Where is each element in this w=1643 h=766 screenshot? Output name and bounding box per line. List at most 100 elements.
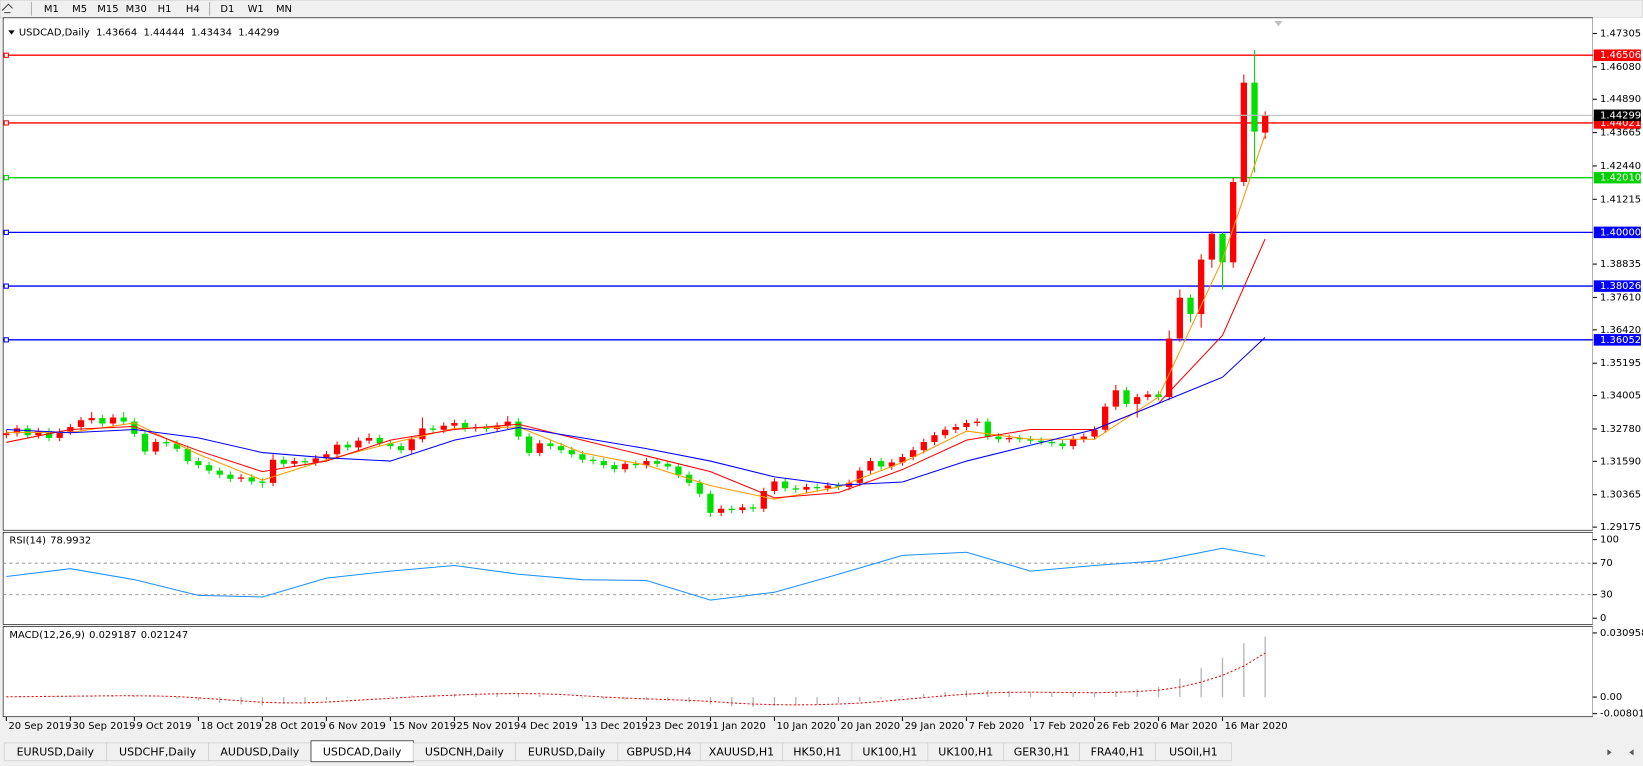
x-tick-label: 28 Oct 2019	[264, 721, 325, 732]
candle-body	[867, 461, 874, 471]
timeframe-button[interactable]	[66, 1, 94, 17]
tab-label[interactable]: AUDUSD,Daily	[220, 745, 299, 758]
tab-label[interactable]: USOil,H1	[1169, 745, 1218, 758]
indicator-header: MACD(12,26,9) 0.029187 0.021247	[9, 630, 188, 641]
candle-body	[152, 442, 159, 452]
level-label: 1.40000	[1600, 227, 1641, 238]
tab-label[interactable]: GBPUSD,H4	[627, 745, 692, 758]
moving-average	[6, 238, 1266, 499]
tab[interactable]	[1155, 742, 1232, 762]
level-handle	[3, 337, 9, 343]
candle-body	[579, 454, 586, 460]
candle-body	[1123, 390, 1130, 404]
signal-line	[6, 652, 1266, 706]
y-tick-label: 30	[1600, 590, 1613, 601]
x-tick-label: 4 Dec 2019	[521, 721, 578, 732]
candle-body	[781, 481, 789, 489]
y-tick-label: 1.41215	[1600, 194, 1641, 205]
candle-body	[291, 461, 298, 464]
candle-body	[429, 428, 437, 430]
candle-body	[184, 448, 191, 462]
candle-body	[408, 439, 415, 451]
main-panel	[2, 17, 1594, 531]
tab-label[interactable]: FRA40,H1	[1091, 745, 1145, 758]
timeframe-button[interactable]	[213, 1, 242, 17]
timeframe-label[interactable]: H1	[158, 4, 172, 15]
tab-label[interactable]: UK100,H1	[938, 745, 993, 758]
price-label-bg	[1593, 109, 1641, 122]
chart-title: USDCAD,Daily	[19, 28, 90, 39]
candle-body	[942, 429, 949, 436]
tab-label[interactable]: GER30,H1	[1014, 745, 1070, 758]
x-tick-label: 23 Dec 2019	[649, 721, 712, 732]
timeframe-label[interactable]: H4	[186, 4, 200, 15]
tab-label[interactable]: USDCAD,Daily	[323, 745, 402, 758]
x-tick-label: 13 Dec 2019	[585, 721, 648, 732]
header-arrow	[8, 30, 15, 35]
candle-body	[1208, 233, 1215, 260]
y-tick-label: 1.35195	[1600, 358, 1641, 369]
candle-body	[1251, 82, 1258, 132]
y-tick-label: 0	[1600, 613, 1606, 624]
candle-body	[931, 435, 938, 443]
timeframe-button[interactable]	[94, 1, 122, 17]
timeframe-button[interactable]	[122, 1, 150, 17]
indicator-header: RSI(14) 78.9932	[9, 536, 91, 547]
candle-body	[1059, 443, 1066, 447]
indicator-title: MACD(12,26,9)	[9, 630, 85, 641]
level-label-bg	[1593, 117, 1641, 129]
toolbar-icon[interactable]	[1, 3, 13, 14]
tab-label[interactable]: EURUSD,Daily	[17, 745, 95, 758]
timeframe-button[interactable]	[270, 1, 298, 17]
timeframe-label[interactable]: MN	[276, 4, 292, 15]
macd-value: 0.029187	[89, 630, 136, 641]
y-tick-label: 1.38835	[1600, 259, 1641, 270]
y-tick-label: 1.32780	[1600, 424, 1641, 435]
timeframe-label[interactable]: M15	[97, 4, 118, 15]
x-tick-label: 16 Mar 2020	[1225, 721, 1288, 732]
timeframe-label[interactable]: W1	[248, 4, 264, 15]
tab-label[interactable]: HK50,H1	[793, 745, 841, 758]
ohlc-close: 1.44299	[238, 28, 279, 39]
candle-body	[920, 442, 927, 451]
rsi-line	[6, 547, 1266, 601]
x-tick-label: 6 Mar 2020	[1161, 721, 1218, 732]
x-tick-label: 25 Nov 2019	[457, 721, 521, 732]
timeframe-button[interactable]	[37, 1, 65, 17]
tab-label[interactable]: UK100,H1	[862, 745, 917, 758]
x-tick-label: 7 Feb 2020	[969, 721, 1025, 732]
candle-body	[856, 470, 863, 483]
candle-body	[56, 431, 63, 438]
timeframe-label[interactable]: M1	[44, 4, 59, 15]
timeframe-button[interactable]	[242, 1, 270, 17]
ohlc-open: 1.43664	[96, 28, 137, 39]
candle-body	[504, 421, 511, 426]
tab-label[interactable]: USDCHF,Daily	[119, 745, 197, 758]
signal-value: 0.021247	[141, 630, 188, 641]
x-tick-label: 30 Sep 2019	[72, 721, 135, 732]
timeframe-button[interactable]	[179, 1, 207, 17]
level-label-bg	[1593, 280, 1641, 292]
timeframe-label[interactable]: M30	[126, 4, 147, 15]
candle-body	[109, 417, 117, 424]
timeframe-button[interactable]	[150, 1, 179, 17]
tab-label[interactable]: USDCNH,Daily	[425, 745, 505, 758]
candle-body	[195, 461, 202, 466]
y-tick-label: 100	[1600, 535, 1619, 546]
tab-label[interactable]: EURUSD,Daily	[528, 745, 606, 758]
tab-label[interactable]: XAUUSD,H1	[709, 745, 774, 758]
candle-body	[1112, 390, 1119, 407]
indicator-value: 78.9932	[50, 536, 91, 547]
candle-body	[899, 456, 906, 463]
timeframe-label[interactable]: M5	[72, 4, 87, 15]
candle-body	[1027, 439, 1034, 441]
candle-body	[24, 428, 31, 436]
candle-body	[173, 443, 181, 449]
timeframe-label[interactable]: D1	[220, 4, 234, 15]
candle-body	[323, 454, 330, 459]
candle-body	[600, 461, 607, 466]
candle-body	[888, 462, 895, 467]
level-label-bg	[1593, 171, 1641, 184]
candle-body	[163, 442, 170, 444]
